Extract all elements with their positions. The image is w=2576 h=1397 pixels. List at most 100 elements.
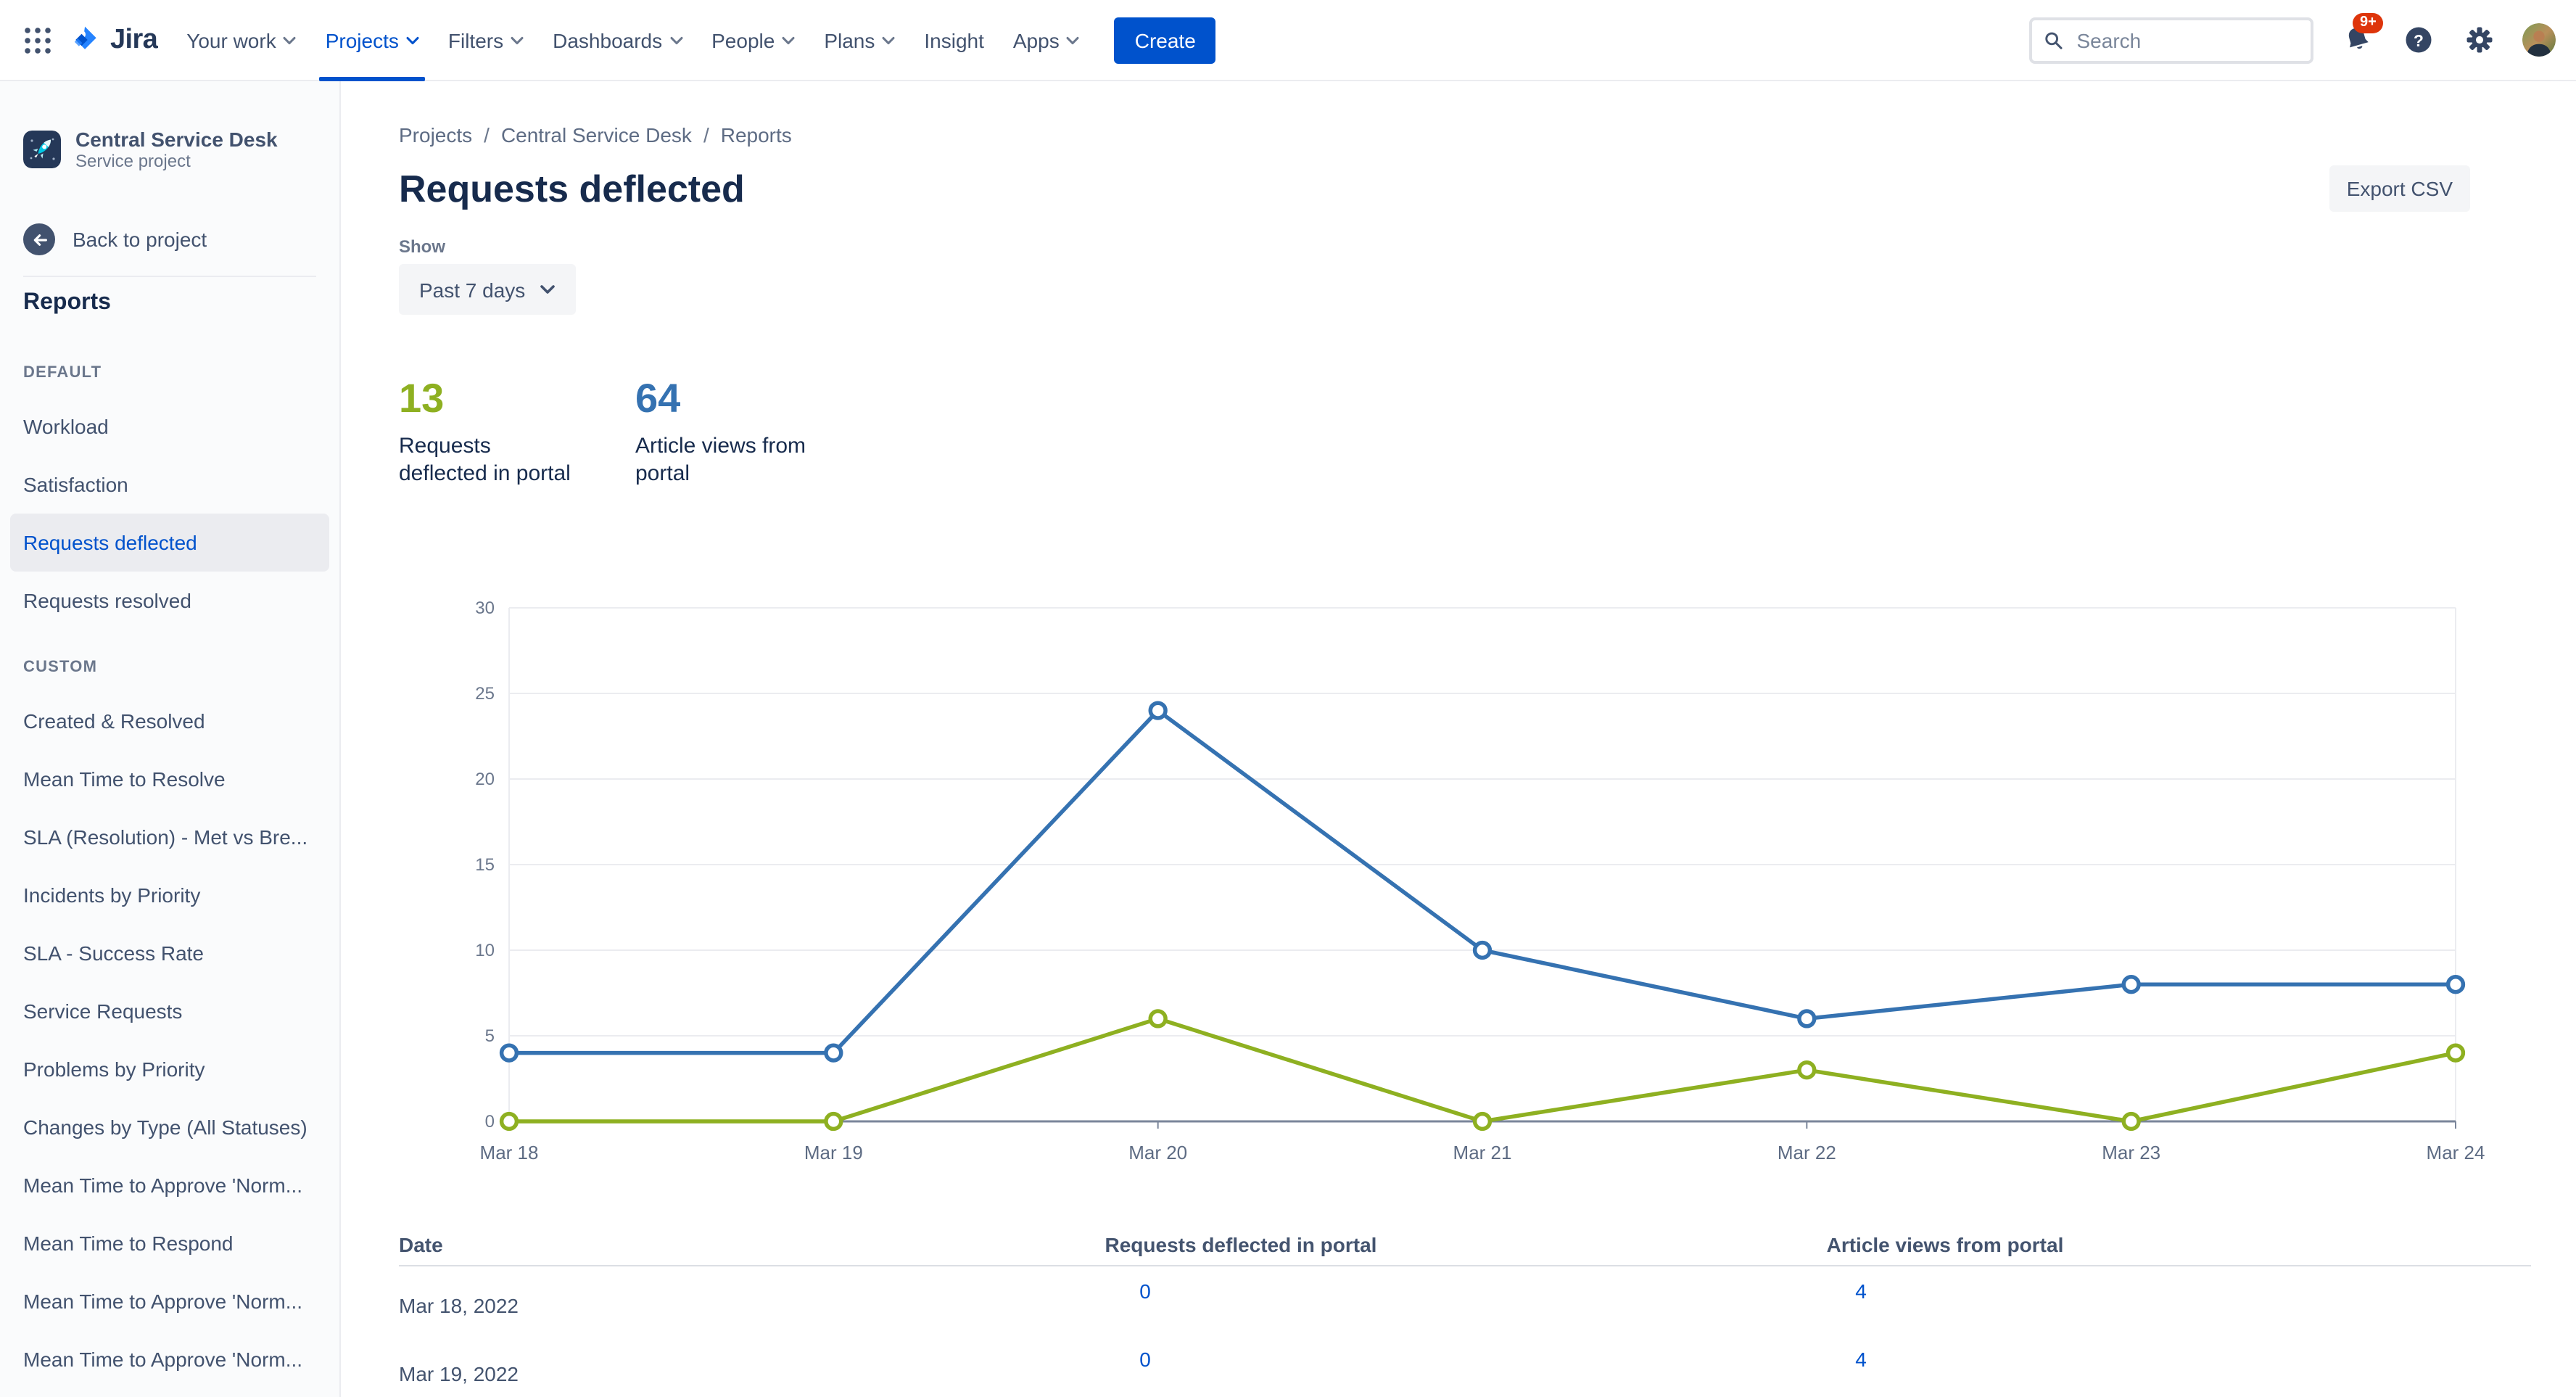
- create-button[interactable]: Create: [1114, 17, 1216, 63]
- search-icon: [2045, 31, 2063, 49]
- data-point[interactable]: [1148, 1009, 1168, 1029]
- export-csv-button[interactable]: Export CSV: [2329, 165, 2470, 212]
- page-body: Central Service Desk Service project Bac…: [0, 81, 2576, 1397]
- avatar-photo: [2522, 23, 2556, 57]
- sidebar-item-incidents-by-priority[interactable]: Incidents by Priority: [23, 883, 201, 907]
- cell-article-views-link[interactable]: 4: [1855, 1279, 1867, 1303]
- project-title-block: Central Service Desk Service project: [75, 128, 278, 171]
- nav-item-dashboards[interactable]: Dashboards: [538, 0, 697, 81]
- sidebar-item-sla-success-rate[interactable]: SLA - Success Rate: [23, 941, 205, 965]
- sidebar-item-sla-resolution-met-vs-bre[interactable]: SLA (Resolution) - Met vs Bre...: [23, 825, 308, 849]
- search-input[interactable]: [2073, 27, 2299, 53]
- nav-item-label: Plans: [824, 28, 875, 51]
- sidebar-item-mean-time-to-approve-norm[interactable]: Mean Time to Approve 'Norm...: [23, 1348, 303, 1371]
- sidebar-item-workload[interactable]: Workload: [23, 415, 109, 438]
- data-point[interactable]: [1148, 701, 1168, 720]
- data-point[interactable]: [2445, 975, 2466, 994]
- sidebar-item-mean-time-to-resolve[interactable]: Mean Time to Resolve: [23, 767, 226, 791]
- nav-item-your-work[interactable]: Your work: [172, 0, 311, 81]
- data-point[interactable]: [1472, 1111, 1493, 1132]
- stat-label: Article views from portal: [635, 434, 806, 487]
- help-icon: ?: [2405, 27, 2431, 53]
- breadcrumb-projects[interactable]: Projects: [399, 123, 473, 147]
- data-point[interactable]: [499, 1043, 519, 1063]
- chevron-down-icon: [511, 36, 524, 44]
- app-switcher-button[interactable]: [15, 17, 61, 63]
- sidebar-item-requests-deflected[interactable]: Requests deflected: [10, 514, 329, 572]
- settings-button[interactable]: [2461, 22, 2496, 57]
- back-arrow-icon: [23, 223, 55, 255]
- data-point[interactable]: [499, 1111, 519, 1132]
- group-list: Workload Satisfaction Requests deflected Re…: [0, 397, 339, 630]
- nav-item-label: Your work: [186, 28, 276, 51]
- cell-requests-deflected-link[interactable]: 0: [1139, 1348, 1151, 1371]
- project-type: Service project: [75, 151, 191, 171]
- summary-stats: 13 Requests deflected in portal 64 Artic…: [399, 375, 2576, 488]
- nav-item-label: Projects: [325, 28, 399, 51]
- cell-article-views-link[interactable]: 4: [1855, 1348, 1867, 1371]
- data-point[interactable]: [2121, 1111, 2141, 1132]
- nav-item-label: People: [711, 28, 775, 51]
- cell-date: Mar 19, 2022: [399, 1362, 519, 1385]
- project-avatar-rocket-icon: [23, 131, 61, 168]
- nav-item-plans[interactable]: Plans: [809, 0, 909, 81]
- nav-item-label: Filters: [447, 28, 504, 51]
- nav-item-insight[interactable]: Insight: [909, 0, 999, 81]
- app-grid-icon: [25, 27, 51, 53]
- stat-label: Requests deflected in portal: [399, 434, 571, 487]
- project-header[interactable]: Central Service Desk Service project: [0, 128, 339, 171]
- x-axis-label: Mar 18: [480, 1142, 539, 1163]
- notifications-button[interactable]: 9+: [2340, 12, 2384, 57]
- sidebar-item-mean-time-to-approve-norm[interactable]: Mean Time to Approve 'Norm...: [23, 1290, 303, 1313]
- sidebar-divider: [23, 276, 316, 277]
- stat-article-views: 64 Article views from portal: [635, 375, 872, 488]
- y-axis-label: 10: [475, 941, 495, 960]
- y-axis-label: 25: [475, 684, 495, 704]
- table-body: Mar 18, 2022 0 4 Mar 19, 2022 0 4: [399, 1266, 2531, 1397]
- date-range-dropdown[interactable]: Past 7 days: [399, 264, 577, 316]
- nav-item-people[interactable]: People: [697, 0, 809, 81]
- data-point[interactable]: [1797, 1060, 1817, 1080]
- nav-item-filters[interactable]: Filters: [434, 0, 538, 81]
- sidebar-item-changes-by-type-all-statuses[interactable]: Changes by Type (All Statuses): [23, 1116, 307, 1139]
- gear-icon: [2466, 27, 2492, 53]
- data-point[interactable]: [824, 1111, 843, 1132]
- nav-item-apps[interactable]: Apps: [999, 0, 1094, 81]
- chevron-down-icon: [540, 286, 556, 294]
- data-point[interactable]: [1797, 1009, 1817, 1029]
- project-sidebar: Central Service Desk Service project Bac…: [0, 81, 341, 1397]
- nav-item-label: Dashboards: [553, 28, 663, 51]
- data-point[interactable]: [2121, 975, 2141, 994]
- bell-icon: [2348, 28, 2368, 49]
- x-axis-label: Mar 20: [1128, 1142, 1187, 1163]
- breadcrumb-separator: /: [703, 123, 709, 147]
- sidebar-item-service-requests[interactable]: Service Requests: [23, 1000, 183, 1023]
- deflection-chart-container: Mar 18 Mar 19 Mar 20 Mar 21 Mar 22 Mar 23 Mar …: [399, 585, 2517, 1190]
- column-header-requests-deflected: Requests deflected in portal: [1105, 1233, 1377, 1256]
- breadcrumb-reports[interactable]: Reports: [720, 123, 792, 147]
- sidebar-item-satisfaction[interactable]: Satisfaction: [23, 473, 128, 496]
- breadcrumb-project-name[interactable]: Central Service Desk: [500, 123, 692, 147]
- nav-right-cluster: 9+ ?: [2029, 12, 2556, 63]
- cell-requests-deflected-link[interactable]: 0: [1139, 1279, 1151, 1303]
- project-name: Central Service Desk: [75, 128, 278, 151]
- data-point[interactable]: [1472, 940, 1493, 960]
- help-button[interactable]: ?: [2400, 22, 2435, 57]
- date-range-value: Past 7 days: [419, 278, 526, 302]
- back-to-project-button[interactable]: Back to project: [0, 223, 339, 255]
- data-point[interactable]: [824, 1043, 843, 1063]
- sidebar-item-mean-time-to-respond[interactable]: Mean Time to Respond: [23, 1232, 234, 1255]
- sidebar-item-mean-time-to-approve-norm[interactable]: Mean Time to Approve 'Norm...: [23, 1174, 303, 1197]
- nav-item-projects[interactable]: Projects: [311, 0, 434, 81]
- stat-value: 64: [635, 376, 681, 421]
- y-axis-label: 20: [475, 770, 495, 789]
- user-avatar[interactable]: [2522, 23, 2556, 57]
- jira-logo[interactable]: Jira: [70, 23, 158, 57]
- sidebar-item-problems-by-priority[interactable]: Problems by Priority: [23, 1058, 205, 1081]
- global-search[interactable]: [2029, 17, 2313, 63]
- group-list: Created & Resolved Mean Time to Resolve SL…: [0, 692, 339, 1388]
- report-main-content: Projects / Central Service Desk / Report…: [341, 81, 2576, 1397]
- data-point[interactable]: [2445, 1043, 2466, 1063]
- sidebar-item-requests-resolved[interactable]: Requests resolved: [23, 589, 191, 612]
- sidebar-item-created-resolved[interactable]: Created & Resolved: [23, 709, 205, 733]
